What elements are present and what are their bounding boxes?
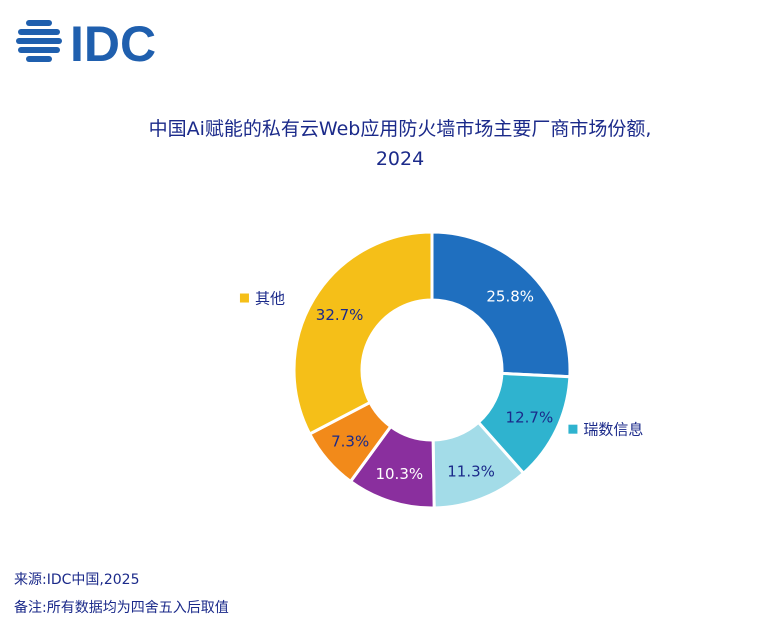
globe-icon [16,20,62,62]
legend-swatch [239,293,249,303]
slice-data-label: 7.3% [331,432,369,450]
legend-swatch [568,424,578,434]
chart-title: 中国Ai赋能的私有云Web应用防火墙市场主要厂商市场份额, 2024 [80,114,720,174]
slice-data-label: 10.3% [375,465,423,483]
chart-title-line: 2024 [375,148,425,170]
legend-label: 瑞数信息 [583,421,643,439]
legend-label: 其他 [255,290,285,308]
logo-text: IDC [70,16,156,72]
donut-chart: 25.8% 12.7% 瑞数信息 11.3% 10.3% 7.3% 32.7% 其他 [239,230,643,510]
slice-data-label: 11.3% [447,463,495,481]
slice-data-label: 25.8% [486,288,534,306]
slice-data-label: 12.7% [506,409,554,427]
chart-title-line: 中国Ai赋能的私有云Web应用防火墙市场主要厂商市场份额, [148,118,652,140]
donut-slice [292,230,434,436]
donut-slice [430,230,572,379]
rounding-note: 备注:所有数据均为四舍五入后取值 [14,600,229,616]
idc-logo: IDC [16,16,156,72]
source-note: 来源:IDC中国,2025 [14,572,140,588]
slice-data-label: 32.7% [316,306,364,324]
